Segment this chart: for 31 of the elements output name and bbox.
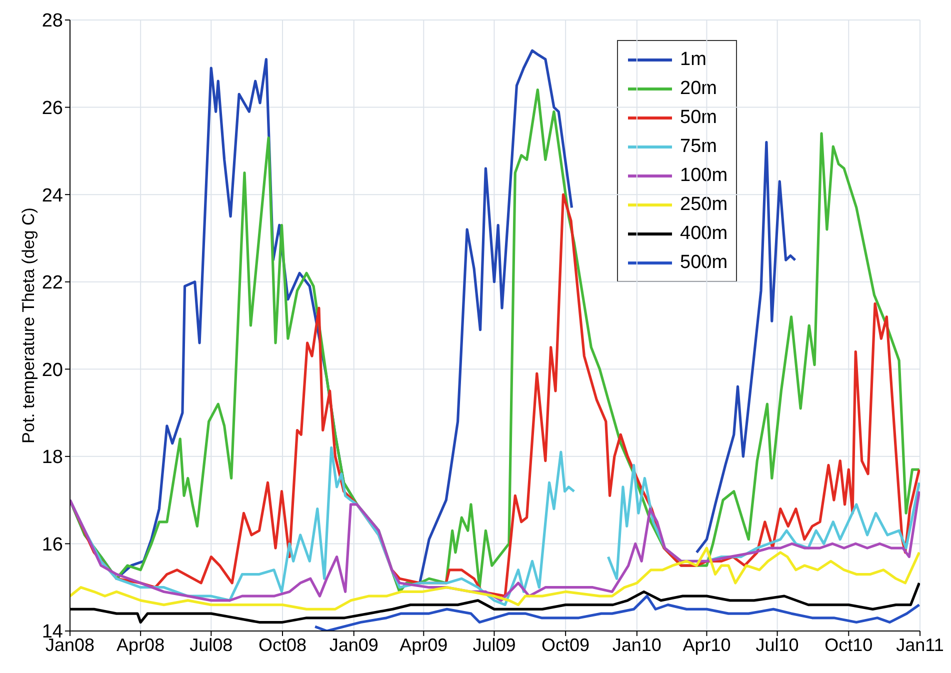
legend-label: 500m	[680, 252, 728, 274]
legend-label: 1m	[680, 48, 706, 70]
line-series	[70, 490, 920, 602]
legend-label: 50m	[680, 106, 717, 128]
x-tick-label: Apr09	[400, 634, 448, 655]
y-tick-label: 16	[42, 534, 63, 556]
legend-label: 250m	[680, 194, 728, 216]
x-tick-label: Jul10	[756, 634, 799, 655]
x-tick-label: Apr10	[682, 634, 731, 655]
y-tick-label: 26	[42, 98, 63, 120]
y-tick-label: 20	[42, 360, 63, 381]
x-tick-label: Jan11	[896, 634, 944, 655]
x-tick-label: Oct09	[542, 634, 590, 655]
y-axis-title: Pot. temperature Theta (deg C)	[19, 208, 38, 444]
x-tick-label: Oct10	[824, 634, 873, 655]
x-tick-label: Jul09	[472, 634, 516, 655]
x-tick-label: Jan10	[612, 634, 662, 655]
y-tick-label: 24	[42, 185, 64, 206]
x-tick-label: Apr08	[116, 634, 165, 655]
line-series	[314, 594, 920, 631]
y-tick-label: 28	[42, 10, 63, 32]
x-tick-label: Oct08	[258, 634, 307, 655]
line-series	[70, 546, 920, 610]
legend-label: 20m	[680, 78, 717, 100]
y-tick-label: 22	[42, 272, 63, 294]
legend-label: 400m	[680, 222, 728, 244]
legend-label: 75m	[680, 136, 717, 158]
x-tick-label: Jul08	[190, 634, 233, 655]
x-tick-label: Jan09	[329, 634, 378, 655]
legend-label: 100m	[680, 164, 728, 186]
y-tick-label: 18	[42, 447, 63, 468]
